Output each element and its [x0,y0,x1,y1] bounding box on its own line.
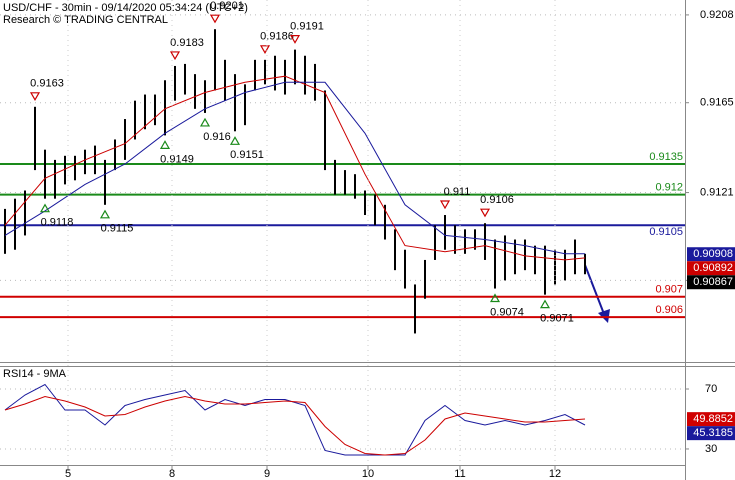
annotation-label: 0.9074 [490,306,524,318]
x-tick-label: 8 [169,468,175,480]
annotation-label: 0.9201 [210,0,244,12]
annotation-label: 0.9115 [101,223,134,235]
annotation-label: 0.9149 [160,153,194,165]
peak-marker [289,35,301,44]
annotation-label: 0.911 [444,186,471,198]
forecast-arrow [584,264,605,315]
trough-marker [199,117,211,127]
line-series [4,81,585,255]
x-tick-label: 10 [362,468,374,480]
last-value-box [687,275,735,290]
peak-marker [479,208,491,218]
x-tick-label: 5 [65,468,71,480]
last-value-box [687,261,735,276]
level-label: 0.912 [655,182,683,194]
level-label: 0.907 [655,284,683,296]
trough-marker [99,209,111,219]
y-tick-label: 0.9165 [700,97,734,109]
chart-subtitle: Research © TRADING CENTRAL [3,14,168,26]
peak-marker [439,200,451,210]
last-value-label: 0.90908 [693,248,733,260]
annotation-label: 0.916 [203,131,231,143]
level-label: 0.9135 [649,151,683,163]
peak-marker [209,14,221,24]
y-tick-label: 0.9208 [700,9,734,21]
last-value-box [687,426,735,441]
annotation-label: 0.9186 [260,31,294,43]
line-series [4,75,586,261]
annotation-label: 0.9183 [170,37,204,49]
last-value-label: 0.90867 [693,276,733,288]
last-value-label: 0.90892 [693,262,733,274]
y-tick-label: 30 [705,443,717,455]
y-tick-label: 0.9121 [700,186,734,198]
line-series [4,383,586,456]
level-label: 0.9105 [649,226,683,238]
trough-marker [229,136,241,145]
last-value-box [687,412,735,427]
peak-marker [259,45,271,55]
trough-marker [539,299,551,309]
x-tick-label: 9 [264,468,270,480]
forecast-arrowhead [598,309,610,323]
last-value-box [687,247,735,262]
annotation-label: 0.9163 [30,78,64,90]
trough-marker [489,293,501,303]
last-value-label: 49.8852 [693,413,733,425]
annotation-label: 0.9151 [230,149,264,161]
peak-marker [29,92,41,102]
y-tick-label: 70 [705,383,717,395]
x-tick-label: 11 [454,468,465,480]
last-value-label: 45.3185 [693,427,733,439]
annotation-label: 0.9106 [480,194,514,206]
pane-title: RSI14 - 9MA [3,368,67,380]
annotation-label: 0.9118 [41,217,74,229]
chart-title: USD/CHF - 30min - 09/14/2020 05:34:24 (U… [3,2,248,14]
annotation-label: 0.9071 [540,313,574,325]
line-series [4,395,586,456]
level-label: 0.906 [655,304,683,316]
trough-marker [39,203,51,213]
trough-marker [159,140,171,149]
peak-marker [169,51,181,61]
annotation-label: 0.9191 [290,21,324,33]
x-tick-label: 12 [549,468,561,480]
